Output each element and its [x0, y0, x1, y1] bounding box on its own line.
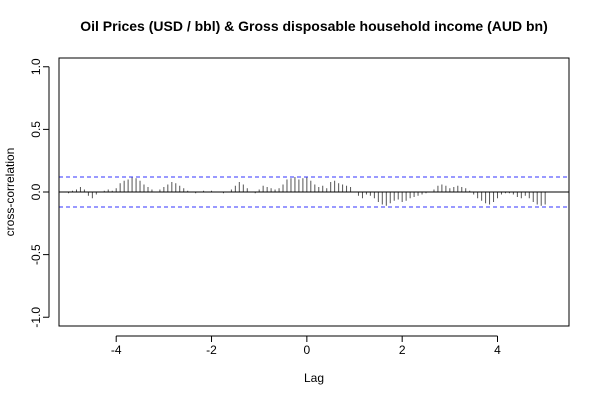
- y-tick-label: 1.0: [29, 58, 43, 75]
- y-tick-label: -1.0: [29, 307, 43, 328]
- y-tick-label: 0.5: [29, 121, 43, 138]
- x-tick-label: -2: [206, 343, 217, 357]
- y-tick-label: 0.0: [29, 183, 43, 200]
- plot-area: [59, 176, 569, 208]
- x-axis-label: Lag: [304, 371, 324, 385]
- y-axis-label: cross-correlation: [3, 148, 17, 237]
- x-tick-label: 0: [304, 343, 311, 357]
- x-axis: -4 -2 0 2 4: [111, 335, 501, 357]
- chart-title: Oil Prices (USD / bbl) & Gross disposabl…: [80, 18, 548, 34]
- y-axis: -1.0 -0.5 0.0 0.5 1.0: [29, 58, 50, 328]
- plot-frame: [58, 57, 570, 327]
- x-tick-label: 4: [494, 343, 501, 357]
- x-tick-label: -4: [111, 343, 122, 357]
- x-tick-label: 2: [399, 343, 406, 357]
- y-tick-label: -0.5: [29, 244, 43, 265]
